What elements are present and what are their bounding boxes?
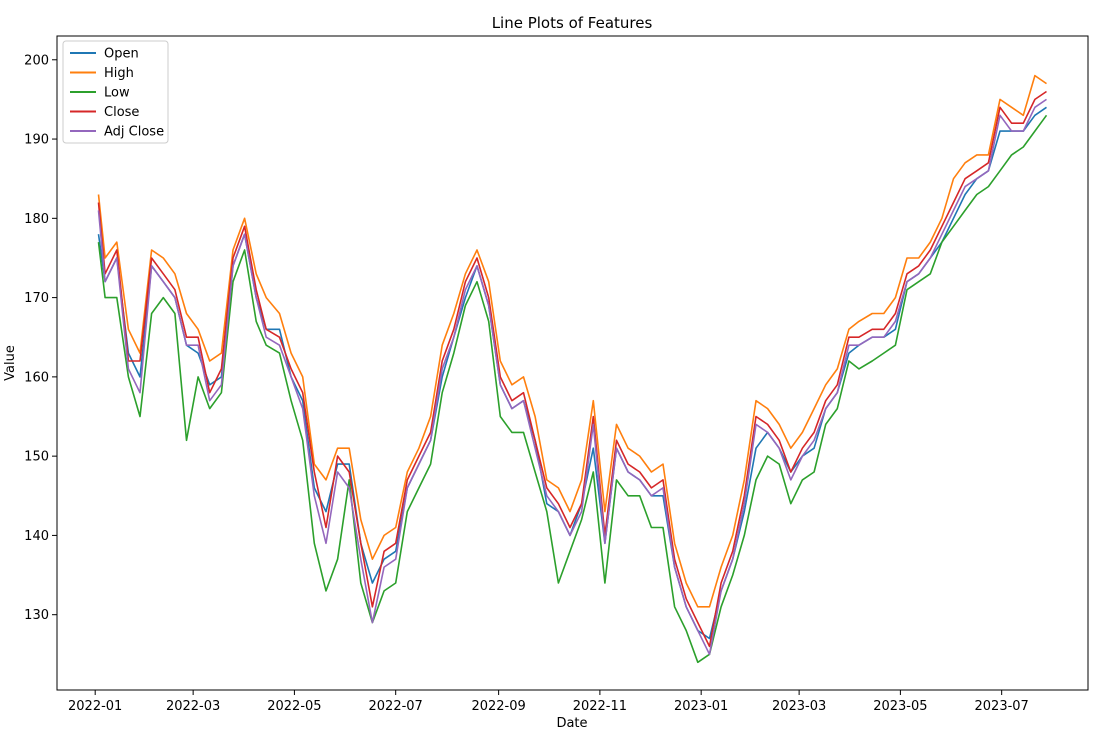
x-tick-label: 2022-11 (573, 699, 627, 714)
series-line-adj-close (97, 98, 1047, 656)
series-layer (97, 74, 1048, 664)
legend-label: High (104, 66, 134, 81)
x-tick-label: 2022-01 (68, 699, 122, 714)
y-tick-label: 190 (24, 133, 49, 148)
legend-label: Adj Close (104, 125, 164, 140)
x-tick-label: 2023-07 (975, 699, 1029, 714)
x-tick-label: 2022-03 (166, 699, 220, 714)
plot-area (56, 35, 1089, 691)
x-tick-label: 2023-03 (772, 699, 826, 714)
series-line-close (97, 90, 1047, 648)
legend-label: Low (104, 86, 130, 101)
x-tick-label: 2022-05 (267, 699, 321, 714)
x-tick-label: 2023-05 (873, 699, 927, 714)
x-tick-label: 2023-01 (674, 699, 728, 714)
x-tick-label: 2022-09 (471, 699, 525, 714)
y-axis-label: Value (3, 345, 18, 381)
legend-label: Open (104, 47, 139, 62)
y-tick-label: 180 (24, 212, 49, 227)
legend: Open High Low Close Adj Close (62, 40, 169, 144)
y-tick-label: 140 (24, 529, 49, 544)
x-axis-label: Date (556, 716, 587, 731)
x-axis: 2022-01 2022-03 2022-05 2022-07 2022-09 2022-… (68, 690, 1029, 714)
y-tick-label: 160 (24, 370, 49, 385)
x-tick-label: 2022-07 (369, 699, 423, 714)
y-tick-label: 150 (24, 450, 49, 465)
y-axis: 130 140 150 160 170 180 190 200 (24, 53, 57, 623)
series-line-low (97, 114, 1048, 664)
y-tick-label: 170 (24, 291, 49, 306)
chart-title: Line Plots of Features (492, 14, 653, 32)
series-line-high (97, 74, 1047, 608)
legend-box (62, 40, 169, 144)
legend-label: Close (104, 105, 139, 120)
y-tick-label: 200 (24, 53, 49, 68)
y-tick-label: 130 (24, 608, 49, 623)
